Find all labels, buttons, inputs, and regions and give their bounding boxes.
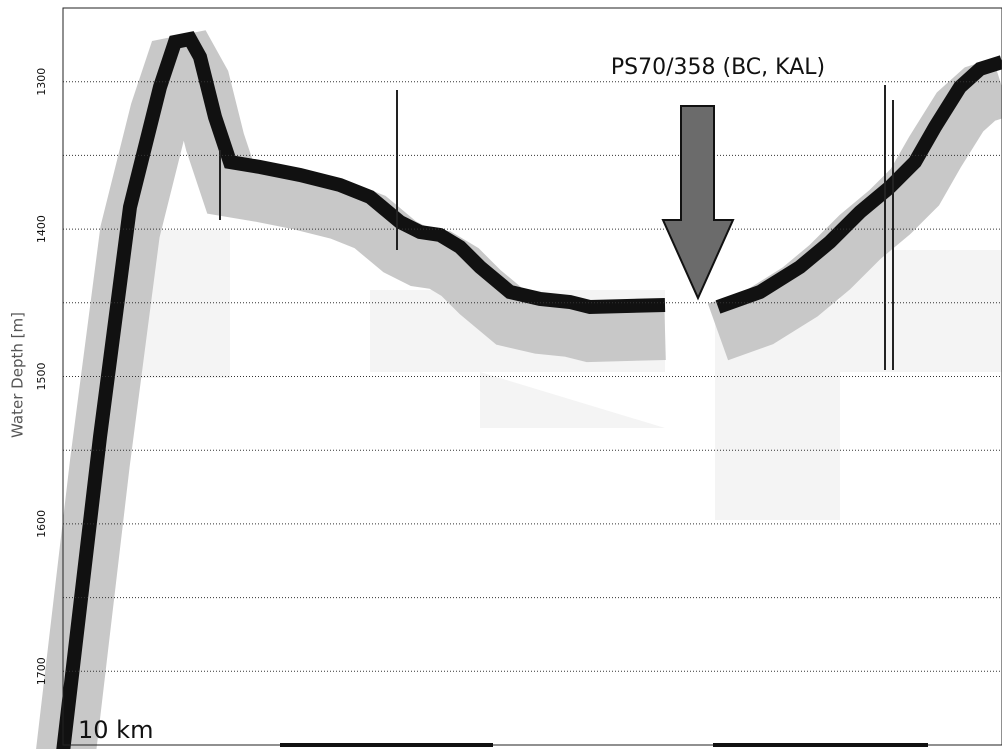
- y-axis-label: Water Depth [m]: [9, 312, 27, 438]
- annotation: PS70/358 (BC, KAL): [611, 55, 825, 80]
- subbottom: [707, 58, 1002, 361]
- echogram: [36, 30, 1002, 749]
- noise-line: [219, 85, 894, 370]
- y-tick-label: 1500: [35, 363, 48, 391]
- arrow: [661, 105, 735, 301]
- noise: [120, 230, 1002, 520]
- axes: 1300 1400 1500 1600 1700: [35, 68, 1002, 685]
- seafloor: [715, 55, 1002, 314]
- seafloor: [56, 31, 666, 749]
- y-tick-label: 1300: [35, 68, 48, 96]
- y-tick-label: 1700: [35, 657, 48, 685]
- y-tick-label: 1600: [35, 510, 48, 538]
- y-tick-label: 1400: [35, 215, 48, 243]
- frame: [62, 7, 1002, 746]
- scale-label: 10 km: [78, 716, 153, 744]
